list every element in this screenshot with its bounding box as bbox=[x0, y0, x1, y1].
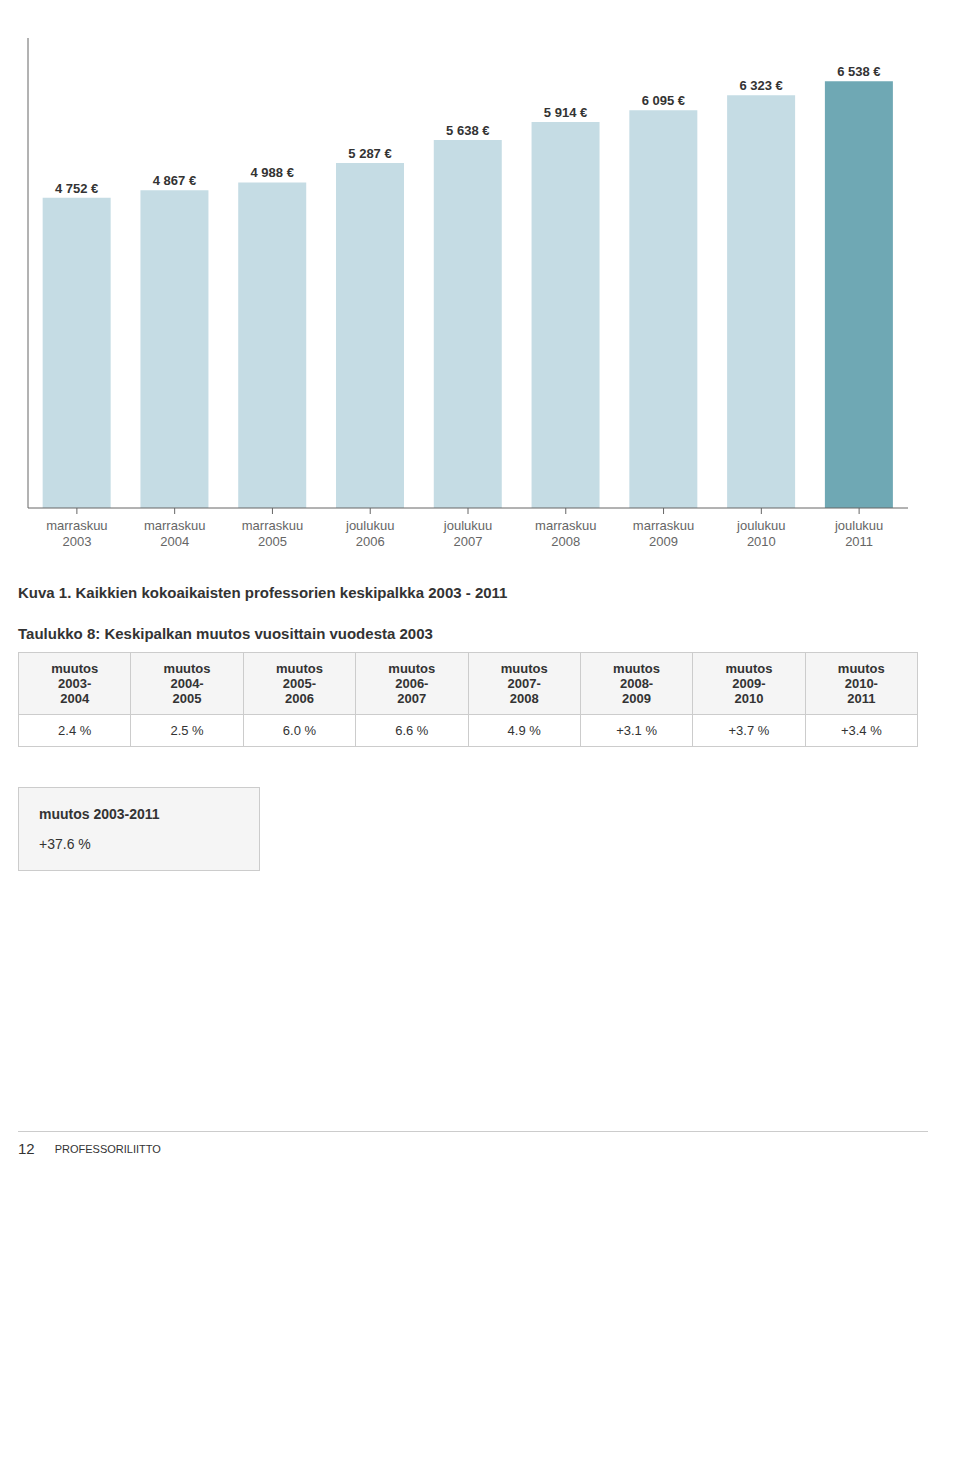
svg-text:marraskuu2005: marraskuu2005 bbox=[242, 518, 303, 549]
svg-text:marraskuu2003: marraskuu2003 bbox=[46, 518, 107, 549]
html-text:+3.4 %: +3.4 % bbox=[840, 723, 882, 738]
html-text:muutos 2004- 2005: muutos 2004- 2005 bbox=[163, 661, 211, 706]
svg-text:5 287 €: 5 287 € bbox=[348, 146, 391, 161]
svg-text:6 538 €: 6 538 € bbox=[837, 64, 880, 79]
html-text:muutos 2003- 2004: muutos 2003- 2004 bbox=[51, 661, 99, 706]
svg-text:joulukuu2006: joulukuu2006 bbox=[345, 518, 394, 549]
svg-text:joulukuu2010: joulukuu2010 bbox=[736, 518, 785, 549]
svg-text:marraskuu2008: marraskuu2008 bbox=[535, 518, 596, 549]
html-text:+37.6 %: +37.6 % bbox=[39, 836, 91, 852]
html-text:muutos 2010- 2011: muutos 2010- 2011 bbox=[837, 661, 885, 706]
html-text:muutos 2005- 2006: muutos 2005- 2006 bbox=[276, 661, 323, 706]
html-text:PROFESSORILIITTO: PROFESSORILIITTO bbox=[54, 1142, 161, 1155]
svg-text:4 988 €: 4 988 € bbox=[251, 165, 294, 180]
svg-text:joulukuu2007: joulukuu2007 bbox=[443, 518, 492, 549]
html-text:+3.7 %: +3.7 % bbox=[728, 723, 770, 738]
svg-text:5 914 €: 5 914 € bbox=[544, 105, 587, 120]
html-text:Taulukko 8: Keskipalkan muutos: Taulukko 8: Keskipalkan muutos vuosittai… bbox=[18, 625, 433, 642]
html-text:4.9 %: 4.9 % bbox=[507, 723, 541, 738]
html-text:Kuva 1. Kaikkien kokoaikaisten: Kuva 1. Kaikkien kokoaikaisten professor… bbox=[18, 584, 508, 601]
html-text:6.6 %: 6.6 % bbox=[395, 723, 429, 738]
html-text:2.5 %: 2.5 % bbox=[170, 723, 204, 738]
svg-text:6 095 €: 6 095 € bbox=[642, 93, 685, 108]
html-text:12: 12 bbox=[18, 1140, 35, 1157]
html-text:muutos 2009- 2010: muutos 2009- 2010 bbox=[725, 661, 773, 706]
svg-text:4 867 €: 4 867 € bbox=[153, 173, 196, 188]
html-text:+3.1 %: +3.1 % bbox=[616, 723, 657, 738]
svg-text:4 752 €: 4 752 € bbox=[55, 181, 98, 196]
svg-text:5 638 €: 5 638 € bbox=[446, 123, 489, 138]
html-text:muutos 2008- 2009: muutos 2008- 2009 bbox=[613, 661, 660, 706]
svg-text:joulukuu2011: joulukuu2011 bbox=[834, 518, 883, 549]
svg-text:6 323 €: 6 323 € bbox=[739, 78, 782, 93]
html-text:muutos 2007- 2008: muutos 2007- 2008 bbox=[500, 661, 548, 706]
svg-text:marraskuu2004: marraskuu2004 bbox=[144, 518, 205, 549]
html-text:6.0 %: 6.0 % bbox=[282, 723, 317, 738]
html-text:muutos 2003-2011: muutos 2003-2011 bbox=[39, 806, 160, 822]
html-text:2.4 %: 2.4 % bbox=[58, 723, 92, 738]
html-text:muutos 2006- 2007: muutos 2006- 2007 bbox=[388, 661, 436, 706]
svg-text:marraskuu2009: marraskuu2009 bbox=[633, 518, 694, 549]
